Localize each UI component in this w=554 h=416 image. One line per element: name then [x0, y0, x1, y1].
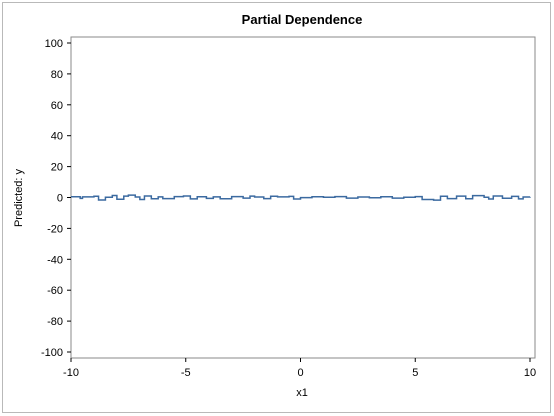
y-axis-label: Predicted: y — [13, 168, 25, 227]
y-tick-label: -20 — [47, 223, 63, 235]
x-tick-label: 0 — [297, 367, 303, 379]
x-axis-label: x1 — [296, 387, 308, 399]
y-tick-label: 0 — [57, 193, 63, 205]
x-axis: -10 -5 0 5 10 — [63, 358, 536, 379]
y-axis: 100 80 60 40 20 0 -20 -40 -60 -80 -100 — [41, 38, 71, 359]
y-tick-label: 40 — [51, 131, 63, 143]
x-tick-label: 10 — [524, 367, 536, 379]
y-tick-label: -40 — [47, 254, 63, 266]
y-tick-label: 60 — [51, 100, 63, 112]
chart-title: Partial Dependence — [242, 12, 363, 27]
series-line — [71, 194, 531, 201]
x-tick-label: 5 — [412, 367, 418, 379]
y-tick-label: -60 — [47, 285, 63, 297]
x-tick-label: -5 — [181, 367, 191, 379]
chart-frame — [2, 2, 551, 413]
x-tick-label: -10 — [63, 367, 79, 379]
y-tick-label: 100 — [45, 38, 63, 50]
y-tick-label: -100 — [41, 347, 63, 359]
y-tick-label: -80 — [47, 316, 63, 328]
y-tick-label: 20 — [51, 162, 63, 174]
y-tick-label: 80 — [51, 69, 63, 81]
